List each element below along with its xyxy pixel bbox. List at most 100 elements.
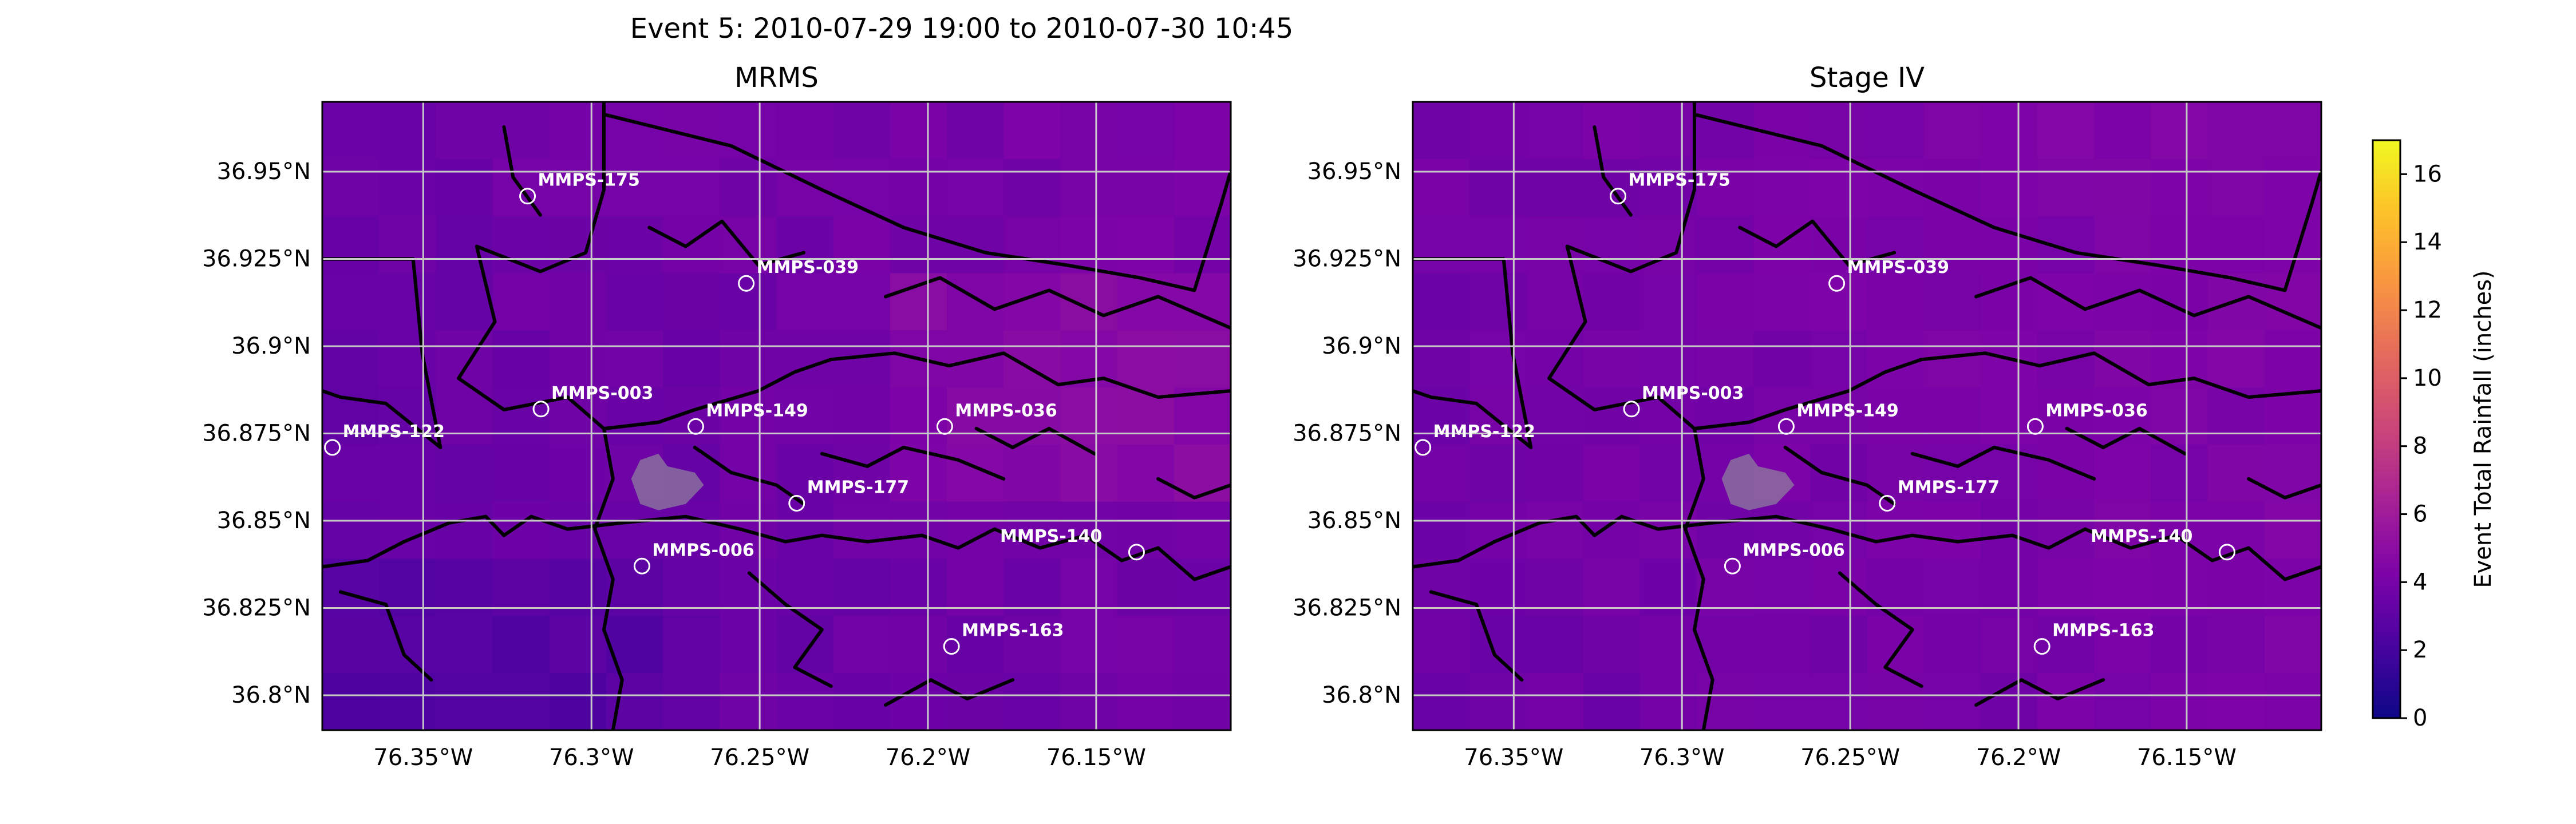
rain-cell [1696,159,1755,217]
rain-cell [1117,558,1175,617]
gauge-marker [532,401,550,418]
rain-cell [890,387,948,445]
rain-cell [606,387,664,445]
y-tick-label: 36.875°N [1293,421,1401,447]
rain-cell [1583,330,1641,389]
watershed-area [1721,453,1795,510]
rain-cell [2207,102,2265,160]
coastline [1684,426,1714,730]
coastline [1910,445,2096,481]
gauge-label: MMPS-039 [1847,258,1949,278]
rain-cell [322,501,380,560]
coastline [593,426,624,730]
rain-cell [1003,102,1061,160]
rain-cell [2151,444,2208,502]
rain-cell [1060,159,1118,217]
rain-cell [436,159,493,217]
rain-cell [1117,501,1175,560]
panel-title-stage-iv: Stage IV [1809,62,1925,94]
x-tick-label: 76.25°W [710,744,809,771]
rain-cell [833,387,891,445]
rain-cell [663,330,721,389]
rain-cell [549,558,607,617]
rain-cell [2264,616,2321,674]
rain-cell [2094,216,2152,274]
rain-cell [833,102,891,160]
rain-cell [1413,159,1471,217]
rain-cell [947,273,1005,331]
rain-cell [436,444,493,502]
rain-cell [833,444,891,502]
rain-cell [549,330,607,389]
rain-cell [1526,216,1584,274]
rain-cell [1639,273,1697,331]
rain-cell [1980,501,2038,560]
rain-cell [1060,558,1118,617]
gauge-marker [2033,638,2050,655]
y-tick-label: 36.9°N [231,333,311,359]
y-tick-label: 36.8°N [1322,682,1401,708]
rain-cell [1696,216,1755,274]
gauge-marker [1777,418,1795,435]
rain-cell [1753,673,1811,730]
gauge-label: MMPS-175 [538,171,640,191]
rain-cell [436,501,493,560]
rain-cell [322,558,380,617]
coastline [647,219,806,267]
gauge-marker [633,557,650,575]
gauge-marker [687,418,704,435]
gauge-label: MMPS-006 [1743,540,1844,560]
rain-cell [322,444,380,502]
rain-cell [606,216,664,274]
rain-cell [606,330,664,389]
rain-cell [1526,616,1584,674]
rain-cell [1867,387,1925,445]
coastline [1974,678,2105,707]
rain-cell [1923,216,1981,274]
rain-cell [1810,273,1868,331]
map-panel-mrms: MMPS-175 MMPS-039 MMPS-003 MMPS-149 MMPS-036… [202,101,1232,771]
rain-cell [663,558,721,617]
rain-cell [1413,216,1471,274]
rain-cell [1117,673,1175,730]
rain-cell [1413,102,1471,160]
rain-cell [1810,330,1868,389]
rain-cell [2037,102,2095,160]
rain-cell [492,616,550,674]
rain-cell [379,273,437,331]
colorbar-tick-label: 2 [2413,637,2427,663]
rain-cell [1174,102,1231,160]
coastline [2065,426,2187,455]
rain-cell [1923,673,1981,730]
rain-cell [379,159,437,217]
colorbar-tick-label: 10 [2413,365,2442,391]
gauge-label: MMPS-177 [807,478,909,498]
rain-cell [776,616,834,674]
rain-cell [492,330,550,389]
y-tick-label: 36.825°N [1293,595,1401,621]
gauge-label: MMPS-039 [757,258,859,278]
rain-cell [720,444,777,502]
rain-cell [1696,273,1755,331]
rain-cell [1639,673,1697,730]
rain-cell [1174,330,1231,389]
rain-cell [1753,273,1811,331]
rain-cell [1923,102,1981,160]
gauge-marker [1415,439,1432,456]
rain-cell [2151,102,2208,160]
colorbar-tick-label: 8 [2413,433,2427,459]
rain-cell [1923,558,1981,617]
rain-cell [1923,616,1981,674]
rain-cell [1526,673,1584,730]
rain-cell [606,159,664,217]
rain-cell [1583,616,1641,674]
rain-cell [1060,616,1118,674]
gauge-label: MMPS-175 [1629,171,1730,191]
coastline [693,445,806,506]
colorbar-gradient [2372,139,2401,719]
y-tick-label: 36.85°N [217,508,311,534]
rain-cell [1526,159,1584,217]
rain-cell [663,673,721,730]
rain-cell [2207,330,2265,389]
rain-cell [663,501,721,560]
